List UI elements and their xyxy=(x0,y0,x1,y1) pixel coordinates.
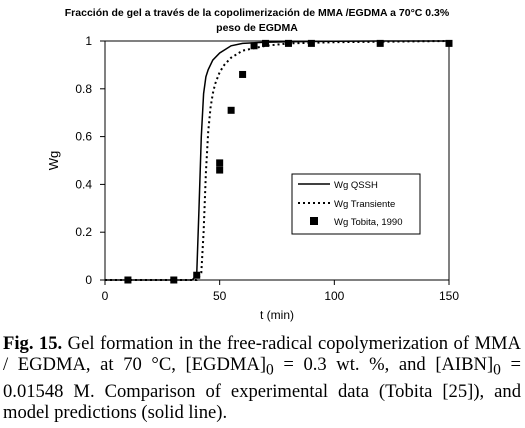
x-tick-label: 50 xyxy=(213,289,227,303)
chart-svg: Fracción de gel a través de la copolimer… xyxy=(46,7,459,322)
data-point-tobita xyxy=(124,276,132,284)
series-line-qssh xyxy=(105,40,449,281)
y-tick-label: 0.4 xyxy=(75,177,92,191)
data-point-tobita xyxy=(239,70,247,78)
figure-caption: Fig. 15. Gel formation in the free-radic… xyxy=(3,333,521,423)
data-point-tobita xyxy=(193,271,201,279)
y-tick-label: 0.6 xyxy=(75,130,92,144)
y-tick-label: 0 xyxy=(85,273,92,287)
legend-label: Wg Tobita, 1990 xyxy=(334,217,402,228)
data-point-tobita xyxy=(216,159,224,167)
chart: Fracción de gel a través de la copolimer… xyxy=(46,7,459,322)
y-tick-label: 0.2 xyxy=(75,225,92,239)
y-tick-label: 0.8 xyxy=(75,82,92,96)
series-layer xyxy=(105,39,453,284)
caption-subscript-1: 0 xyxy=(266,361,274,379)
data-point-tobita xyxy=(284,39,292,47)
data-point-tobita xyxy=(250,42,258,50)
caption-text-2: = 0.3 wt. %, and [AIBN] xyxy=(273,354,494,375)
data-point-tobita xyxy=(376,39,384,47)
chart-title-line: Fracción de gel a través de la copolimer… xyxy=(65,7,450,19)
legend-label: Wg QSSH xyxy=(334,180,378,191)
x-tick-label: 100 xyxy=(324,289,344,303)
plot-frame xyxy=(104,40,450,281)
data-point-tobita xyxy=(216,166,224,174)
caption-text-3: = 0.01548 M. Comparison of experimental … xyxy=(3,354,521,423)
chart-title: Fracción de gel a través de la copolimer… xyxy=(65,7,450,34)
y-tick-label: 1 xyxy=(85,34,92,48)
x-tick-label: 150 xyxy=(439,289,459,303)
chart-title-line: peso de EGDMA xyxy=(216,22,298,34)
y-axis-label: Wg xyxy=(46,151,61,171)
legend: Wg QSSH Wg Transiente Wg Tobita, 1990 xyxy=(291,173,421,235)
x-tick-label: 0 xyxy=(102,289,109,303)
x-axis-label: t (min) xyxy=(260,308,294,322)
caption-label: Fig. 15. xyxy=(3,333,63,354)
legend-marker xyxy=(310,217,318,225)
caption-subscript-2: 0 xyxy=(493,361,501,379)
data-point-tobita xyxy=(262,39,270,47)
legend-label: Wg Transiente xyxy=(334,199,395,210)
axes: 0 50 100 150 0 0.2 0.4 0.6 0.8 1 t (min) Wg xyxy=(46,34,459,322)
data-point-tobita xyxy=(307,39,315,47)
caption-text-1: Gel formation in the free-radical copoly… xyxy=(3,333,521,375)
data-point-tobita xyxy=(227,106,235,114)
plot-area xyxy=(104,40,450,281)
series-line-transiente xyxy=(105,40,450,281)
data-point-tobita xyxy=(170,276,178,284)
data-point-tobita xyxy=(445,39,453,47)
